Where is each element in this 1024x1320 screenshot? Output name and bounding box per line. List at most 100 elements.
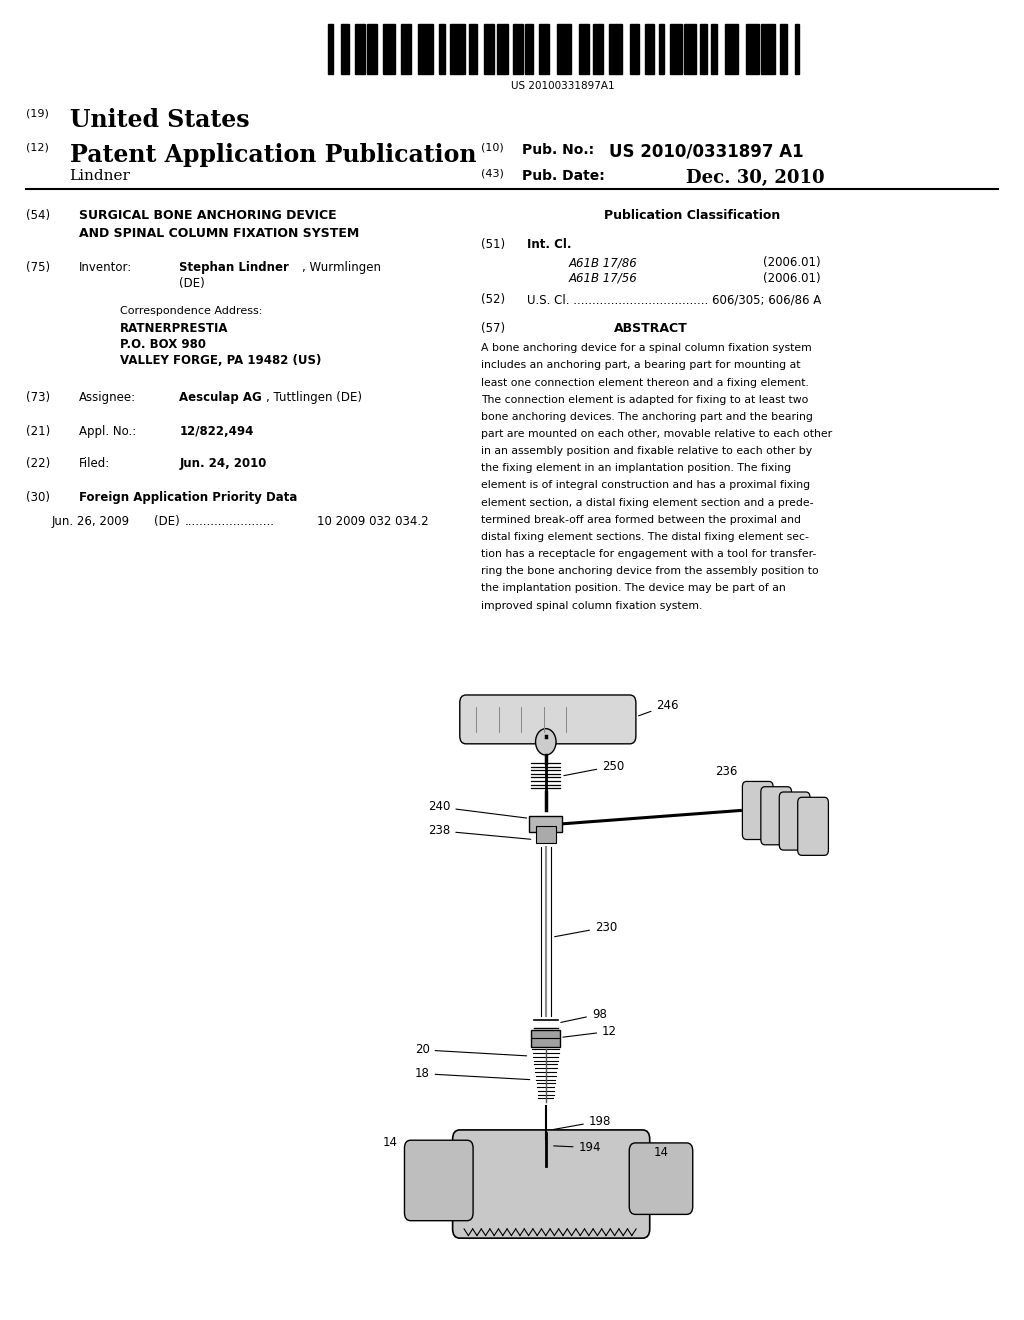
Text: Jun. 26, 2009: Jun. 26, 2009 <box>51 515 129 528</box>
Text: tion has a receptacle for engagement with a tool for transfer-: tion has a receptacle for engagement wit… <box>481 549 816 560</box>
Bar <box>700 24 705 74</box>
Bar <box>780 24 784 74</box>
Text: (52): (52) <box>481 293 506 306</box>
Bar <box>536 826 556 843</box>
Bar <box>418 24 426 74</box>
Bar <box>457 24 465 74</box>
Bar <box>473 24 477 74</box>
Bar <box>504 24 509 74</box>
Text: (51): (51) <box>481 238 506 251</box>
Bar <box>705 24 707 74</box>
Bar <box>450 24 457 74</box>
Text: (54): (54) <box>26 209 50 222</box>
Bar <box>362 24 365 74</box>
Text: Correspondence Address:: Correspondence Address: <box>120 306 262 317</box>
Bar <box>670 24 675 74</box>
Text: Pub. Date:: Pub. Date: <box>522 169 605 183</box>
Text: (21): (21) <box>26 425 50 438</box>
Text: Assignee:: Assignee: <box>79 391 136 404</box>
Text: Appl. No.:: Appl. No.: <box>79 425 136 438</box>
FancyBboxPatch shape <box>460 696 636 744</box>
Bar <box>515 24 522 74</box>
Text: (2006.01): (2006.01) <box>763 256 820 269</box>
Text: includes an anchoring part, a bearing part for mounting at: includes an anchoring part, a bearing pa… <box>481 360 801 371</box>
Bar <box>492 24 495 74</box>
FancyBboxPatch shape <box>761 787 792 845</box>
Text: Publication Classification: Publication Classification <box>604 209 780 222</box>
Bar <box>545 24 549 74</box>
Text: (DE): (DE) <box>154 515 179 528</box>
Text: bone anchoring devices. The anchoring part and the bearing: bone anchoring devices. The anchoring pa… <box>481 412 813 422</box>
Bar <box>732 24 738 74</box>
Text: 240: 240 <box>428 800 526 818</box>
Bar <box>564 24 571 74</box>
Bar <box>659 24 662 74</box>
Text: ring the bone anchoring device from the assembly position to: ring the bone anchoring device from the … <box>481 566 819 577</box>
Text: the fixing element in an implantation position. The fixing: the fixing element in an implantation po… <box>481 463 792 474</box>
Text: Stephan Lindner: Stephan Lindner <box>179 261 289 275</box>
Bar <box>579 24 585 74</box>
Text: 250: 250 <box>564 759 625 776</box>
Text: improved spinal column fixation system.: improved spinal column fixation system. <box>481 601 702 611</box>
Text: (75): (75) <box>26 261 50 275</box>
Bar <box>684 24 692 74</box>
Bar <box>343 24 349 74</box>
Text: ........................: ........................ <box>184 515 274 528</box>
Text: Pub. No.:: Pub. No.: <box>522 143 594 157</box>
Bar <box>531 1030 560 1047</box>
Text: Int. Cl.: Int. Cl. <box>527 238 571 251</box>
Text: element section, a distal fixing element section and a prede-: element section, a distal fixing element… <box>481 498 814 508</box>
Text: 14: 14 <box>653 1146 669 1159</box>
Bar <box>616 24 622 74</box>
Text: Inventor:: Inventor: <box>79 261 132 275</box>
Bar <box>711 24 714 74</box>
Bar <box>513 24 515 74</box>
Bar <box>645 24 648 74</box>
Text: P.O. BOX 980: P.O. BOX 980 <box>120 338 206 351</box>
Text: Filed:: Filed: <box>79 457 111 470</box>
Circle shape <box>536 729 556 755</box>
Bar <box>593 24 599 74</box>
Bar <box>497 24 504 74</box>
Text: 18: 18 <box>415 1067 529 1080</box>
Text: (30): (30) <box>26 491 49 504</box>
Bar <box>714 24 718 74</box>
Bar <box>527 24 534 74</box>
Text: Foreign Application Priority Data: Foreign Application Priority Data <box>79 491 297 504</box>
Text: 246: 246 <box>639 698 679 715</box>
Text: 230: 230 <box>555 920 617 937</box>
Text: 10 2009 032 034.2: 10 2009 032 034.2 <box>317 515 429 528</box>
Text: , Wurmlingen: , Wurmlingen <box>302 261 381 275</box>
Text: part are mounted on each other, movable relative to each other: part are mounted on each other, movable … <box>481 429 833 440</box>
Bar <box>630 24 637 74</box>
Text: US 20100331897A1: US 20100331897A1 <box>511 81 615 91</box>
Bar <box>389 24 395 74</box>
Bar <box>648 24 653 74</box>
Text: 98: 98 <box>561 1007 607 1023</box>
Text: distal fixing element sections. The distal fixing element sec-: distal fixing element sections. The dist… <box>481 532 809 543</box>
Bar <box>383 24 389 74</box>
Text: 12/822,494: 12/822,494 <box>179 425 254 438</box>
Text: 14: 14 <box>383 1135 398 1148</box>
FancyBboxPatch shape <box>742 781 773 840</box>
Bar <box>341 24 343 74</box>
Text: 12: 12 <box>563 1024 617 1038</box>
Text: element is of integral construction and has a proximal fixing: element is of integral construction and … <box>481 480 810 491</box>
Text: Jun. 24, 2010: Jun. 24, 2010 <box>179 457 266 470</box>
Bar <box>637 24 640 74</box>
Text: 194: 194 <box>554 1140 601 1154</box>
Bar <box>675 24 682 74</box>
FancyBboxPatch shape <box>453 1130 650 1238</box>
Text: the implantation position. The device may be part of an: the implantation position. The device ma… <box>481 583 786 594</box>
Text: (19): (19) <box>26 108 48 119</box>
Bar <box>529 816 562 832</box>
Bar <box>585 24 589 74</box>
Text: The connection element is adapted for fixing to at least two: The connection element is adapted for fi… <box>481 395 809 405</box>
FancyBboxPatch shape <box>629 1143 692 1214</box>
Text: VALLEY FORGE, PA 19482 (US): VALLEY FORGE, PA 19482 (US) <box>120 354 322 367</box>
Bar <box>355 24 362 74</box>
Text: Aesculap AG: Aesculap AG <box>179 391 262 404</box>
FancyBboxPatch shape <box>404 1140 473 1221</box>
Text: (57): (57) <box>481 322 506 335</box>
Bar <box>540 24 545 74</box>
